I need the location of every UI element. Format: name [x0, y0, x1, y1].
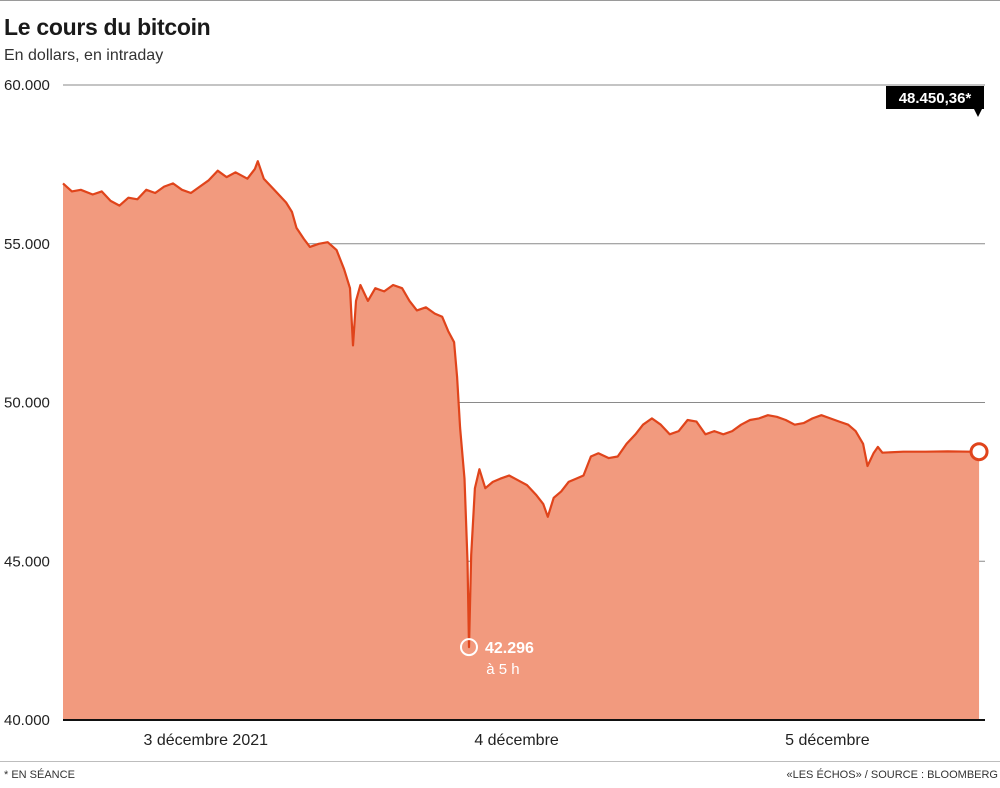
y-tick-label: 45.000 — [4, 553, 50, 570]
last-value-label: 48.450,36* — [899, 90, 972, 107]
last-value-marker — [969, 442, 989, 462]
chart-title: Le cours du bitcoin — [4, 14, 211, 40]
y-tick-label: 50.000 — [4, 395, 50, 412]
x-tick-label: 4 décembre — [474, 732, 559, 749]
x-tick-label: 3 décembre 2021 — [143, 732, 268, 749]
min-value-label: 42.296 — [485, 640, 534, 657]
y-tick-label: 40.000 — [4, 712, 50, 729]
min-time-label: à 5 h — [486, 661, 519, 678]
footnote: * EN SÉANCE — [4, 769, 75, 781]
source-credit: «LES ÉCHOS» / SOURCE : BLOOMBERG — [786, 769, 998, 781]
callout-pointer — [974, 109, 982, 117]
x-tick-label: 5 décembre — [785, 732, 870, 749]
price-chart: 40.000 45.000 50.000 55.000 60.000 3 décembr… — [4, 77, 989, 749]
y-tick-label: 55.000 — [4, 236, 50, 253]
y-tick-label: 60.000 — [4, 77, 50, 94]
y-axis-labels: 40.000 45.000 50.000 55.000 60.000 — [4, 77, 50, 729]
price-line — [62, 160, 985, 721]
chart-subtitle: En dollars, en intraday — [4, 47, 164, 64]
min-marker — [459, 638, 478, 657]
footer-rule — [0, 761, 1000, 762]
top-rule — [0, 0, 1000, 1]
annotations: 42.296 à 5 h 48.450,36* — [459, 86, 989, 678]
last-value-callout — [886, 86, 984, 109]
area-fill — [63, 161, 980, 720]
price-series-line — [62, 160, 980, 649]
x-axis-labels: 3 décembre 2021 4 décembre 5 décembre — [143, 732, 869, 749]
price-area — [63, 161, 980, 720]
